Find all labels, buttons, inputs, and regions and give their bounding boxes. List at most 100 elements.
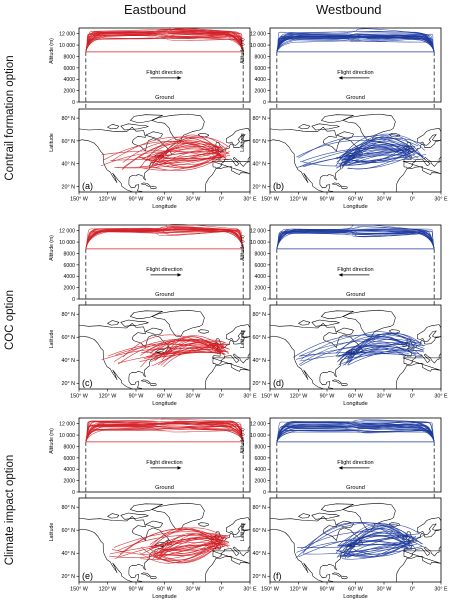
longitude-tick-label: 30° W xyxy=(186,197,202,203)
altitude-tick-label: 10 000 xyxy=(250,43,266,49)
altitude-profile-line xyxy=(276,32,435,52)
coastline xyxy=(150,576,157,580)
latitude-tick-label: 80° N xyxy=(252,505,266,511)
altitude-tick-label: 0 xyxy=(72,100,75,106)
altitude-profile-line xyxy=(85,230,244,249)
altitude-profile-line xyxy=(85,35,244,52)
altitude-tick-label: 6000 xyxy=(254,66,266,72)
altitude-profile-line xyxy=(85,227,244,249)
profile-frame xyxy=(78,417,251,493)
panel-letter: (e) xyxy=(82,571,93,581)
ground-label: Ground xyxy=(346,485,365,491)
altitude-profile-line xyxy=(276,430,435,442)
coastline xyxy=(151,113,205,141)
altitude-tick-label: 4000 xyxy=(254,77,266,83)
altitude-tick-label: 4000 xyxy=(254,467,266,473)
coastline xyxy=(298,124,311,130)
altitude-profile-line xyxy=(276,421,435,442)
coastline xyxy=(388,133,400,138)
longitude-tick-label: 90° W xyxy=(320,587,336,593)
latitude-tick-label: 80° N xyxy=(252,312,266,318)
flight-route xyxy=(111,136,222,162)
map-content xyxy=(79,305,250,389)
flight-route xyxy=(158,533,219,558)
altitude-profile-line xyxy=(85,428,244,443)
latitude-axis-label: Latitude xyxy=(49,523,55,542)
altitude-tick-label: 10 000 xyxy=(250,240,266,246)
altitude-axis-label: Altitude (m) xyxy=(49,38,55,64)
coastline xyxy=(151,502,205,530)
altitude-profile-line xyxy=(276,37,435,52)
altitude-profile-line xyxy=(276,431,435,443)
longitude-tick-label: 30° W xyxy=(377,587,393,593)
coastline xyxy=(341,186,348,190)
flight-direction-arrowhead xyxy=(177,76,182,80)
coastline xyxy=(150,186,157,190)
altitude-profile-line xyxy=(85,229,244,249)
altitude-profile-line xyxy=(276,35,435,52)
altitude-profile-line xyxy=(85,38,244,52)
longitude-tick-label: 60° W xyxy=(348,587,364,593)
flight-direction-label: Flight direction xyxy=(337,460,373,466)
altitude-tick-label: 10 000 xyxy=(59,433,75,439)
flight-route xyxy=(160,339,226,366)
latitude-tick-label: 40° N xyxy=(61,551,75,557)
flight-route xyxy=(343,524,417,553)
altitude-profile-line xyxy=(276,230,435,249)
coastline xyxy=(336,327,354,336)
altitude-tick-label: 12 000 xyxy=(59,229,75,235)
altitude-profile-line xyxy=(276,231,435,249)
flight-route xyxy=(337,528,406,547)
latitude-tick-label: 20° N xyxy=(252,574,266,580)
flight-route xyxy=(150,527,218,548)
coastline xyxy=(107,320,120,326)
altitude-tick-label: 6000 xyxy=(63,456,75,462)
coastline xyxy=(150,383,157,387)
coastline xyxy=(205,550,250,582)
altitude-tick-label: 0 xyxy=(263,490,266,496)
coastline xyxy=(396,550,441,582)
longitude-tick-label: 150° W xyxy=(70,394,89,400)
altitude-profile-line xyxy=(85,34,244,52)
flight-route xyxy=(139,151,228,171)
longitude-tick-label: 150° W xyxy=(261,587,280,593)
longitude-tick-label: 150° W xyxy=(261,394,280,400)
ground-label: Ground xyxy=(346,95,365,101)
flight-route xyxy=(159,536,224,561)
altitude-tick-label: 6000 xyxy=(63,66,75,72)
flight-route xyxy=(114,338,230,362)
ground-label: Ground xyxy=(155,485,174,491)
altitude-tick-label: 12 000 xyxy=(250,229,266,235)
latitude-tick-label: 20° N xyxy=(252,184,266,190)
altitude-tick-label: 0 xyxy=(72,490,75,496)
flight-route xyxy=(108,536,227,558)
flight-direction-arrowhead xyxy=(177,466,182,470)
latitude-tick-label: 20° N xyxy=(252,381,266,387)
panel-letter: (b) xyxy=(273,181,284,191)
coastline xyxy=(311,319,340,327)
coastline xyxy=(270,516,361,582)
coastline xyxy=(321,310,354,320)
altitude-profile-line xyxy=(276,232,435,249)
coastline xyxy=(212,128,250,169)
altitude-profile-line xyxy=(276,420,435,442)
coastline xyxy=(298,513,311,519)
coastline xyxy=(311,123,340,131)
flight-route xyxy=(101,347,225,361)
altitude-tick-label: 2000 xyxy=(254,479,266,485)
coastline xyxy=(321,503,354,513)
flight-route xyxy=(347,539,414,555)
flight-route xyxy=(347,349,425,366)
coastline xyxy=(212,517,250,559)
altitude-profile-line xyxy=(85,430,244,442)
longitude-axis-label: Longitude xyxy=(343,204,368,210)
longitude-tick-label: 90° W xyxy=(320,394,336,400)
flight-route xyxy=(335,522,405,554)
altitude-axis-label: Altitude (m) xyxy=(240,38,246,64)
altitude-axis-label: Altitude (m) xyxy=(49,428,55,454)
flight-route xyxy=(149,527,224,545)
altitude-tick-label: 8000 xyxy=(254,444,266,450)
altitude-tick-label: 2000 xyxy=(63,479,75,485)
altitude-tick-label: 2000 xyxy=(63,286,75,292)
